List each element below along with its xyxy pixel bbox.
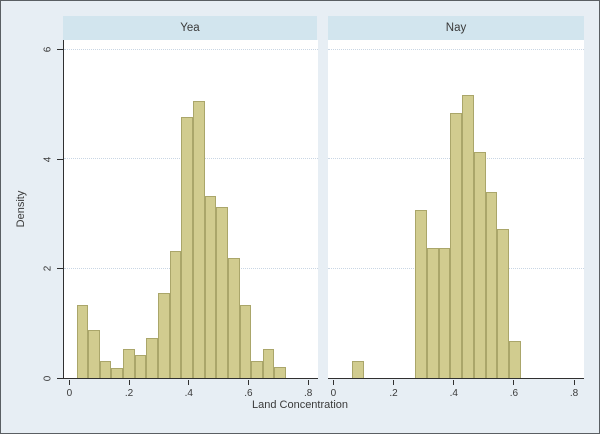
x-axis-label: Land Concentration bbox=[251, 399, 348, 411]
histogram-bar bbox=[262, 349, 275, 378]
histogram-bar bbox=[181, 116, 193, 378]
plot-area-nay: 0 .2 .4 .6 .8 bbox=[328, 40, 584, 399]
y-tick-label: 0 bbox=[42, 375, 54, 381]
y-tick-label: 4 bbox=[42, 156, 54, 163]
x-tick-label: 0 bbox=[66, 388, 73, 399]
histogram-bar bbox=[111, 367, 124, 378]
histogram-bar bbox=[473, 151, 486, 378]
x-tick-mark bbox=[453, 380, 455, 385]
y-tick-label: 6 bbox=[42, 47, 54, 53]
y-tick-label: 2 bbox=[42, 265, 54, 272]
x-tick-label: .4 bbox=[449, 388, 458, 399]
x-tick-mark bbox=[188, 380, 190, 385]
y-tick-mark bbox=[56, 158, 63, 160]
x-tick-label: .4 bbox=[184, 388, 193, 399]
x-tick-label: .8 bbox=[569, 388, 579, 399]
histogram-bar bbox=[438, 248, 451, 378]
histogram-bar bbox=[88, 330, 100, 378]
histogram-bar bbox=[158, 293, 170, 378]
x-tick-label: .2 bbox=[124, 388, 134, 399]
histogram-bar bbox=[426, 248, 439, 378]
histogram-bar bbox=[251, 361, 263, 378]
histogram-bar bbox=[450, 113, 463, 378]
histogram-bar bbox=[497, 228, 510, 378]
panel-title-nay: Nay bbox=[328, 16, 584, 40]
x-tick-label: .2 bbox=[389, 388, 398, 399]
gridline-y6 bbox=[64, 48, 318, 50]
x-tick-mark bbox=[307, 380, 309, 385]
y-tick-mark bbox=[56, 49, 63, 51]
x-tick-label: .6 bbox=[509, 388, 519, 399]
histogram-bar bbox=[146, 338, 159, 378]
x-tick-label: 0 bbox=[330, 388, 337, 399]
panel-title-yea: Yea bbox=[63, 16, 317, 40]
x-tick-mark bbox=[247, 380, 249, 385]
histogram-bar bbox=[216, 206, 228, 378]
x-tick-mark bbox=[128, 380, 130, 385]
histogram-bar bbox=[485, 191, 498, 378]
histogram-bar bbox=[134, 355, 147, 378]
x-tick-mark bbox=[393, 380, 395, 385]
histogram-bar bbox=[274, 367, 287, 378]
x-tick-label: .8 bbox=[303, 388, 313, 399]
x-tick-label: .6 bbox=[244, 388, 253, 399]
gridline-y6 bbox=[328, 48, 584, 50]
histogram-bar bbox=[509, 341, 521, 378]
histogram-bar bbox=[204, 196, 217, 378]
histogram-bar bbox=[462, 94, 474, 378]
histogram-bar bbox=[123, 349, 135, 378]
x-tick-mark bbox=[68, 380, 70, 385]
histogram-bar bbox=[239, 305, 252, 378]
histogram-bar bbox=[192, 100, 205, 378]
plot-area-yea: 0 .2 .4 .6 .8 0 2 4 6 bbox=[43, 40, 318, 399]
histogram-bar bbox=[76, 305, 89, 378]
y-tick-mark bbox=[56, 268, 63, 270]
y-tick-mark bbox=[56, 377, 63, 379]
histogram-bar bbox=[352, 361, 365, 378]
x-tick-mark bbox=[573, 380, 575, 385]
histogram-bar bbox=[415, 209, 427, 378]
x-tick-mark bbox=[513, 380, 515, 385]
histogram-bar bbox=[227, 257, 240, 378]
x-tick-mark bbox=[332, 380, 334, 385]
y-axis-label: Density bbox=[15, 190, 27, 228]
histogram-bar bbox=[169, 251, 182, 378]
histogram-bar bbox=[99, 361, 112, 378]
